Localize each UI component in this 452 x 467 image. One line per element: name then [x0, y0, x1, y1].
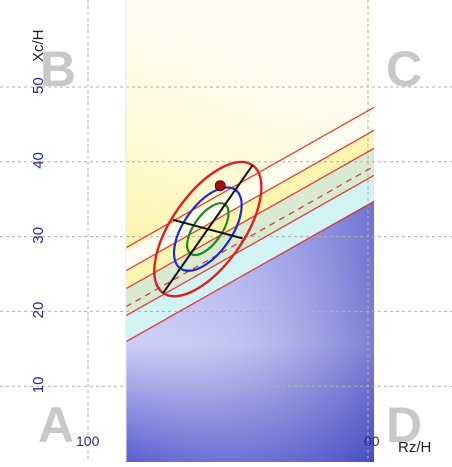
- band-lines: [125, 0, 374, 462]
- y-tick-labels: 10 20 30 40 50: [30, 77, 47, 393]
- red-dashed-center-line: [126, 165, 374, 308]
- red-line-4: [126, 174, 374, 317]
- y-tick-label-30: 30: [30, 227, 47, 244]
- x-tick-label-right: 00: [364, 433, 380, 449]
- y-tick-label-20: 20: [30, 302, 47, 319]
- quadrant-label-a: A: [38, 397, 74, 453]
- upper-yellow-region: [126, 0, 374, 251]
- data-point: [214, 180, 226, 192]
- red-line-5: [126, 200, 374, 343]
- y-tick-label-40: 40: [30, 152, 47, 169]
- cyan-band: [126, 175, 374, 342]
- x-tick-label-left: 100: [76, 433, 100, 449]
- y-tick-label-50: 50: [30, 77, 47, 94]
- red-line-2: [126, 129, 374, 272]
- ellipse-minor-axis: [172, 218, 243, 240]
- y-tick-label-10: 10: [30, 377, 47, 394]
- lower-blue-shading: [126, 201, 374, 463]
- green-band: [126, 148, 374, 316]
- quadrant-label-b: B: [40, 41, 76, 97]
- red-line-3: [126, 147, 374, 290]
- y-axis-label: Xc/H: [30, 29, 47, 62]
- quadrant-label-d: D: [386, 397, 422, 453]
- x-axis-label: Rz/H: [398, 439, 431, 456]
- quadrant-label-c: C: [386, 41, 422, 97]
- ellipse-marks: [153, 160, 263, 298]
